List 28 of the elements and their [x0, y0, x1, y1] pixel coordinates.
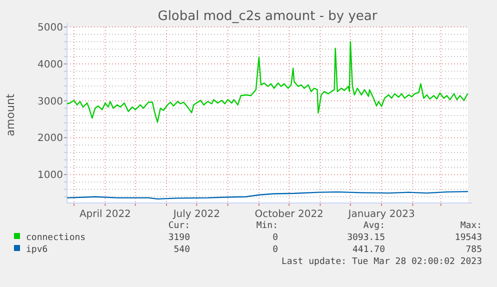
legend-label: ipv6 — [26, 245, 48, 255]
y-tick-label: 3000 — [38, 96, 63, 108]
x-tick-label: January 2023 — [347, 209, 415, 220]
text: 785 — [466, 245, 482, 255]
y-tick-label: 2000 — [38, 133, 63, 144]
text: Avg: — [363, 221, 385, 231]
x-tick-label: July 2022 — [172, 209, 220, 220]
text: Min: — [256, 221, 278, 231]
legend-label: connections — [26, 233, 86, 243]
text: 19543 — [454, 233, 482, 243]
text: Cur: — [168, 221, 190, 231]
text: 441.70 — [352, 245, 385, 255]
text: 0 — [272, 233, 278, 243]
text: Max: — [460, 221, 482, 231]
text: 0 — [272, 245, 278, 255]
x-tick-label: April 2022 — [79, 209, 131, 220]
text: 3093.15 — [347, 233, 385, 243]
line-series — [66, 41, 469, 123]
y-tick-label: 1000 — [38, 170, 63, 182]
y-tick-label: 4000 — [38, 59, 63, 70]
y-axis-title: amount — [4, 93, 17, 136]
y-tick-label: 5000 — [38, 22, 63, 34]
text: 3190 — [168, 233, 190, 243]
x-tick-label: October 2022 — [254, 209, 324, 220]
text: Last update: Tue Mar 28 02:00:02 2023 — [282, 257, 482, 267]
line-series — [66, 190, 469, 200]
chart-title: Global mod_c2s amount - by year — [158, 9, 378, 24]
text: 540 — [174, 245, 190, 255]
